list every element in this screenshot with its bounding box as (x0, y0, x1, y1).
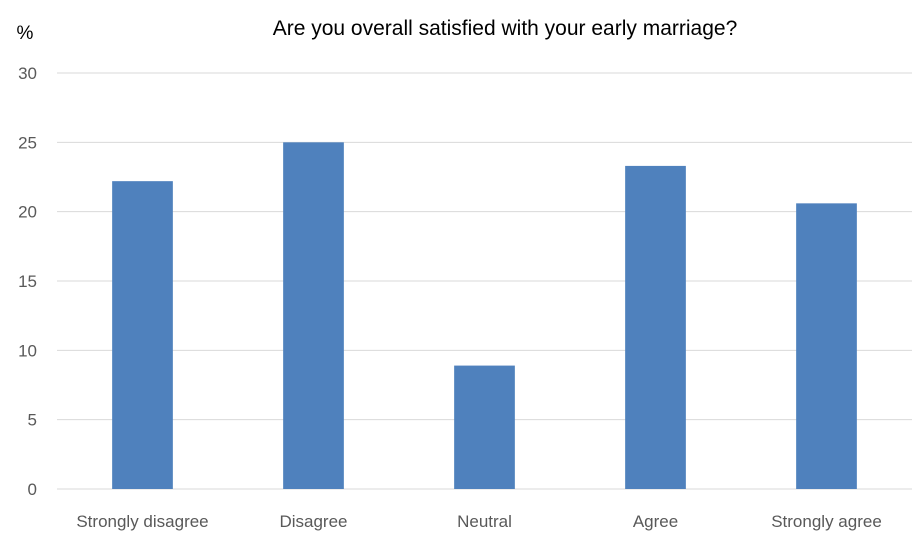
bar (283, 142, 344, 490)
bar (112, 181, 173, 489)
y-tick-label: 0 (28, 480, 37, 499)
x-tick-label: Strongly disagree (76, 512, 208, 531)
x-tick-label: Strongly agree (771, 512, 882, 531)
bar (454, 365, 515, 489)
y-axis-unit: % (17, 23, 34, 44)
bar (796, 203, 857, 489)
x-axis-ticks: Strongly disagree Disagree Neutral Agree Str… (76, 512, 881, 531)
bar (625, 165, 686, 489)
y-axis-ticks: 0 5 10 15 20 25 30 (18, 64, 37, 499)
y-tick-label: 30 (18, 64, 37, 83)
gridlines (57, 72, 912, 490)
y-tick-label: 15 (18, 272, 37, 291)
x-tick-label: Disagree (279, 512, 347, 531)
y-tick-label: 20 (18, 203, 37, 222)
y-tick-label: 10 (18, 341, 37, 360)
y-tick-label: 25 (18, 133, 37, 152)
bars (112, 142, 857, 490)
x-tick-label: Agree (633, 512, 678, 531)
x-tick-label: Neutral (457, 512, 512, 531)
chart-title: Are you overall satisfied with your earl… (273, 17, 738, 40)
y-tick-label: 5 (28, 411, 37, 430)
